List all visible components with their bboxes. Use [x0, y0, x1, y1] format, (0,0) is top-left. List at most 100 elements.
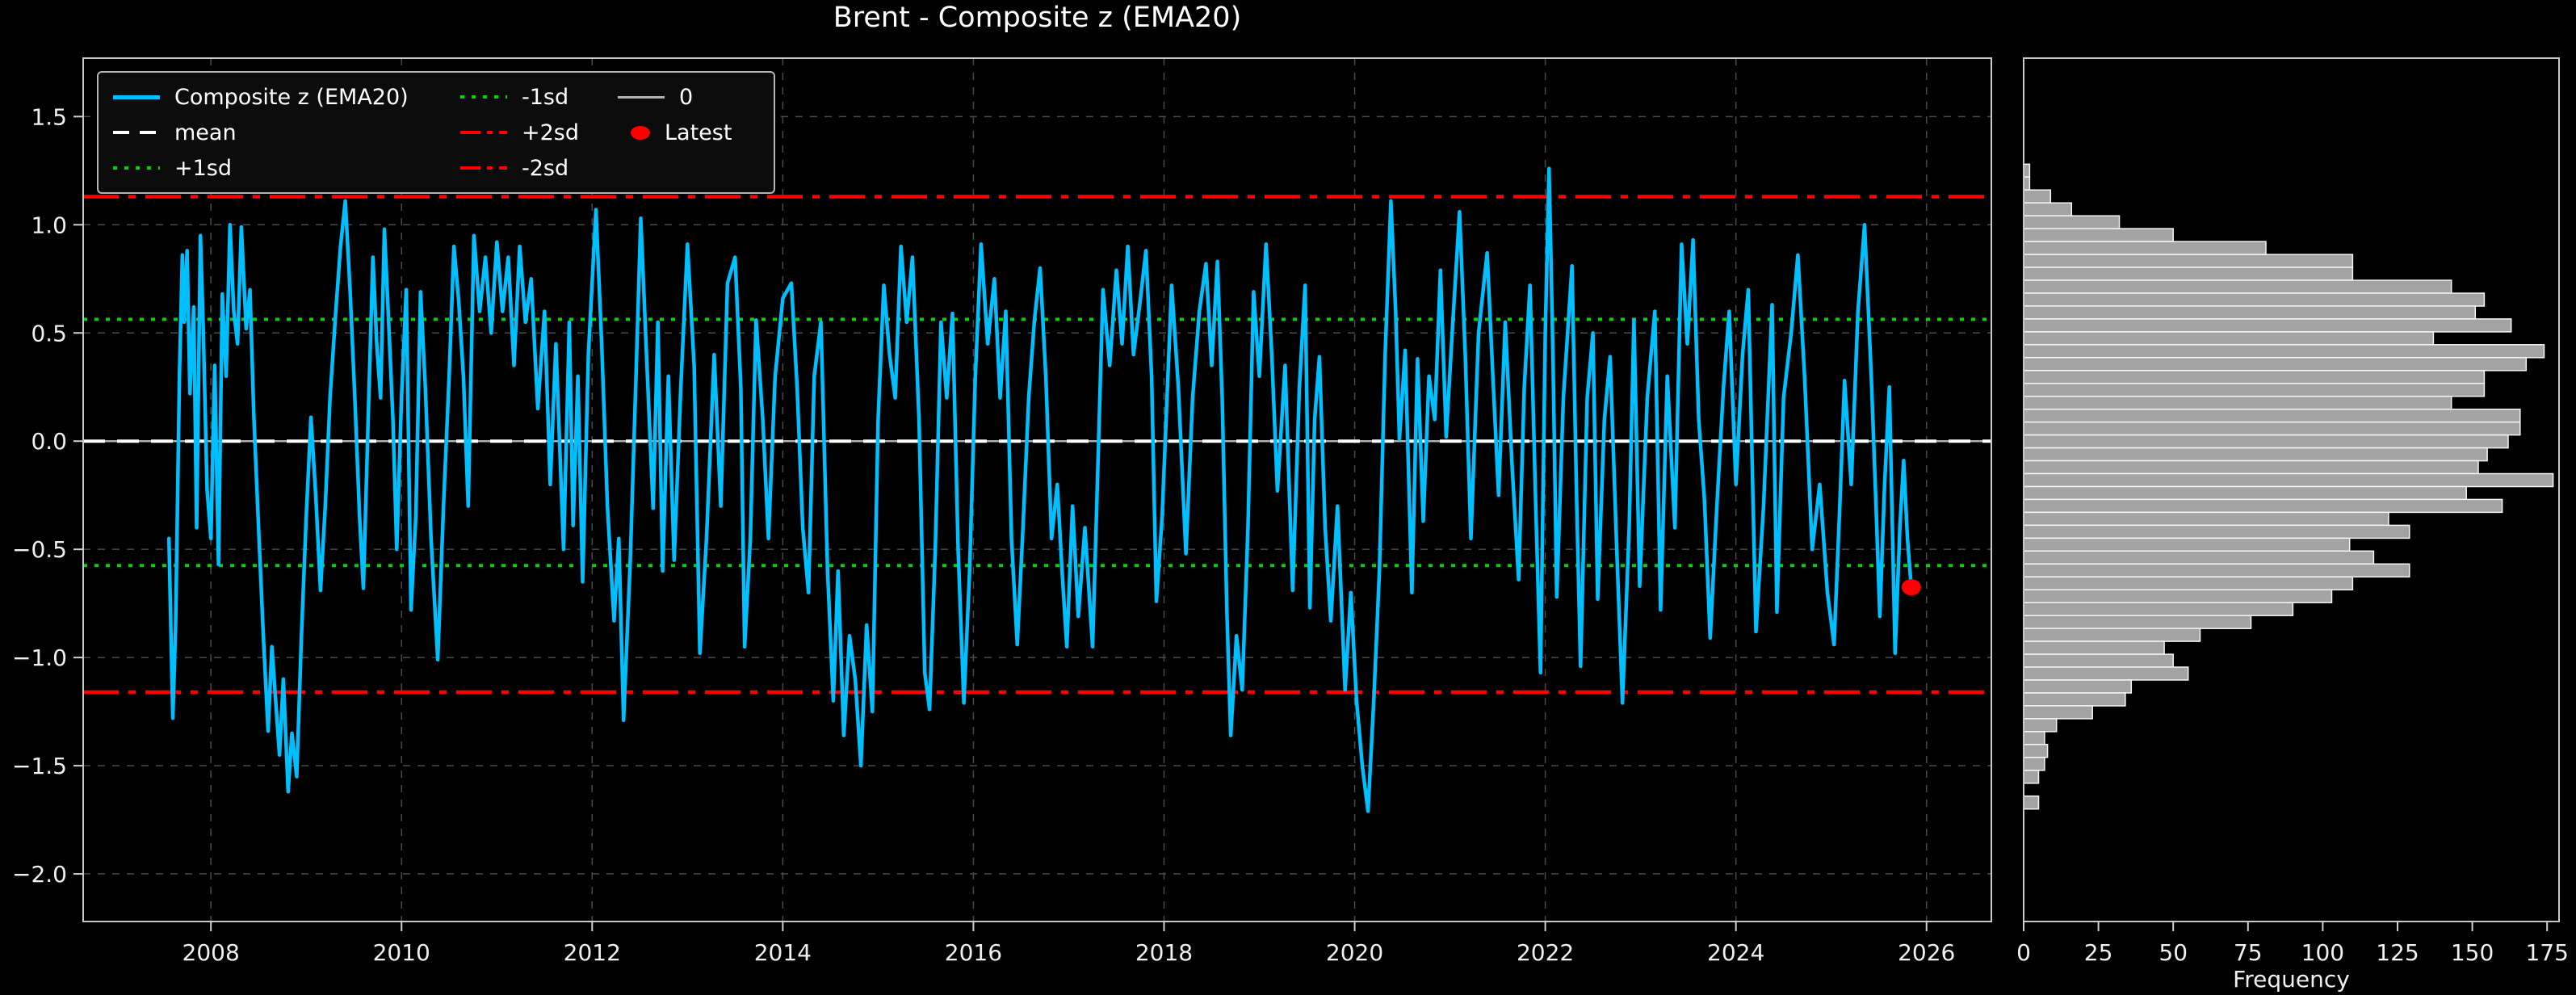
- legend-swatch-minus1sd-line: [460, 95, 507, 99]
- hist-bar: [2023, 163, 2031, 178]
- hist-bar: [2023, 460, 2479, 475]
- hist-bar: [2023, 511, 2389, 527]
- legend-swatch-composite-line: [113, 94, 160, 99]
- y-tick-label: −1.5: [12, 753, 67, 779]
- hist-bar: [2023, 421, 2521, 436]
- y-tick-label: 1.5: [31, 103, 67, 130]
- hist-axes-frame: [2023, 57, 2560, 922]
- hist-bar: [2023, 731, 2045, 745]
- hist-bar: [2023, 215, 2121, 229]
- x-tick-label: 2014: [754, 939, 812, 966]
- hist-bar: [2023, 679, 2133, 694]
- legend-item-composite: Composite z (EMA20): [113, 81, 460, 113]
- hist-bar: [2023, 447, 2488, 462]
- hist-bar: [2023, 576, 2354, 591]
- hist-bar: [2023, 292, 2486, 307]
- x-tick-label: 2008: [183, 939, 240, 966]
- y-tick-label: 0.0: [31, 428, 67, 455]
- hist-bar: [2023, 615, 2252, 629]
- hist-bar: [2023, 254, 2354, 268]
- main-axes-frame: [82, 57, 1992, 922]
- x-tick-label: 2016: [945, 939, 1002, 966]
- hist-xaxis-label: Frequency: [2233, 966, 2350, 993]
- legend-label: Composite z (EMA20): [174, 84, 409, 110]
- hist-x-tick-label: 100: [2301, 939, 2344, 966]
- hist-x-tick-label: 150: [2451, 939, 2494, 966]
- hist-bar: [2023, 472, 2554, 488]
- legend-label: +1sd: [174, 155, 233, 181]
- latest-marker: [1901, 579, 1921, 596]
- hist-bar: [2023, 228, 2174, 242]
- hist-bar: [2023, 718, 2058, 733]
- hist-bar: [2023, 757, 2045, 771]
- legend-item-zero: 0: [618, 81, 759, 113]
- hist-bar: [2023, 318, 2512, 333]
- hist-bar: [2023, 189, 2052, 204]
- x-tick-label: 2026: [1898, 939, 1955, 966]
- y-tick-label: −1.0: [12, 644, 67, 671]
- hist-bar: [2023, 498, 2503, 514]
- hist-bar: [2023, 382, 2486, 397]
- legend-swatch-mean-line: [113, 131, 160, 134]
- hist-x-tick-label: 50: [2159, 939, 2188, 966]
- hist-bar: [2023, 692, 2126, 707]
- legend-label: mean: [174, 120, 237, 145]
- chart-title: Brent - Composite z (EMA20): [833, 2, 1242, 34]
- hist-bar: [2023, 370, 2486, 384]
- hist-bar: [2023, 408, 2521, 423]
- x-tick-label: 2022: [1517, 939, 1574, 966]
- legend-swatch-minus2sd-line: [460, 166, 507, 170]
- y-tick-label: 0.5: [31, 320, 67, 346]
- legend-item-minus2sd: -2sd: [460, 152, 618, 184]
- hist-bar: [2023, 563, 2410, 578]
- hist-bar: [2023, 344, 2545, 359]
- hist-bar: [2023, 744, 2049, 758]
- legend-label: +2sd: [522, 120, 580, 145]
- hist-bar: [2023, 640, 2165, 655]
- legend-label: 0: [679, 84, 694, 110]
- legend-item-latest: Latest: [618, 116, 759, 149]
- x-tick-label: 2018: [1135, 939, 1193, 966]
- legend-item-mean: mean: [113, 116, 460, 149]
- hist-bar: [2023, 176, 2031, 191]
- hist-bar: [2023, 666, 2189, 681]
- hist-bar: [2023, 434, 2509, 449]
- hist-bar: [2023, 524, 2410, 539]
- legend-item-minus1sd: -1sd: [460, 81, 618, 113]
- y-tick-label: −0.5: [12, 536, 67, 563]
- hist-x-tick-label: 175: [2525, 939, 2568, 966]
- x-tick-label: 2010: [373, 939, 430, 966]
- hist-bar: [2023, 395, 2452, 410]
- legend-label: Latest: [665, 120, 732, 145]
- hist-bar: [2023, 357, 2528, 372]
- hist-bar: [2023, 589, 2333, 603]
- legend: Composite z (EMA20) mean +1sd -1sd +2sd …: [97, 71, 775, 194]
- hist-x-tick-label: 25: [2084, 939, 2113, 966]
- hist-x-tick-label: 125: [2376, 939, 2419, 966]
- hist-bar: [2023, 628, 2201, 642]
- legend-item-plus1sd: +1sd: [113, 152, 460, 184]
- x-tick-label: 2012: [564, 939, 621, 966]
- hist-bar: [2023, 331, 2435, 346]
- y-tick-label: 1.0: [31, 212, 67, 238]
- legend-swatch-latest-marker: [631, 125, 650, 140]
- legend-swatch-plus1sd-line: [113, 166, 160, 170]
- hist-bar: [2023, 550, 2375, 565]
- hist-bar: [2023, 279, 2452, 294]
- hist-bar: [2023, 305, 2477, 320]
- hist-bar: [2023, 241, 2267, 255]
- legend-label: -2sd: [522, 155, 569, 181]
- hist-bar: [2023, 485, 2467, 501]
- legend-swatch-zero-line: [618, 95, 665, 99]
- hist-bar: [2023, 537, 2351, 552]
- hist-bar: [2023, 705, 2093, 720]
- hist-bar: [2023, 202, 2073, 216]
- legend-item-plus2sd: +2sd: [460, 116, 618, 149]
- hist-bar: [2023, 267, 2354, 281]
- y-tick-label: −2.0: [12, 861, 67, 888]
- x-tick-label: 2020: [1326, 939, 1383, 966]
- hist-bar: [2023, 602, 2294, 616]
